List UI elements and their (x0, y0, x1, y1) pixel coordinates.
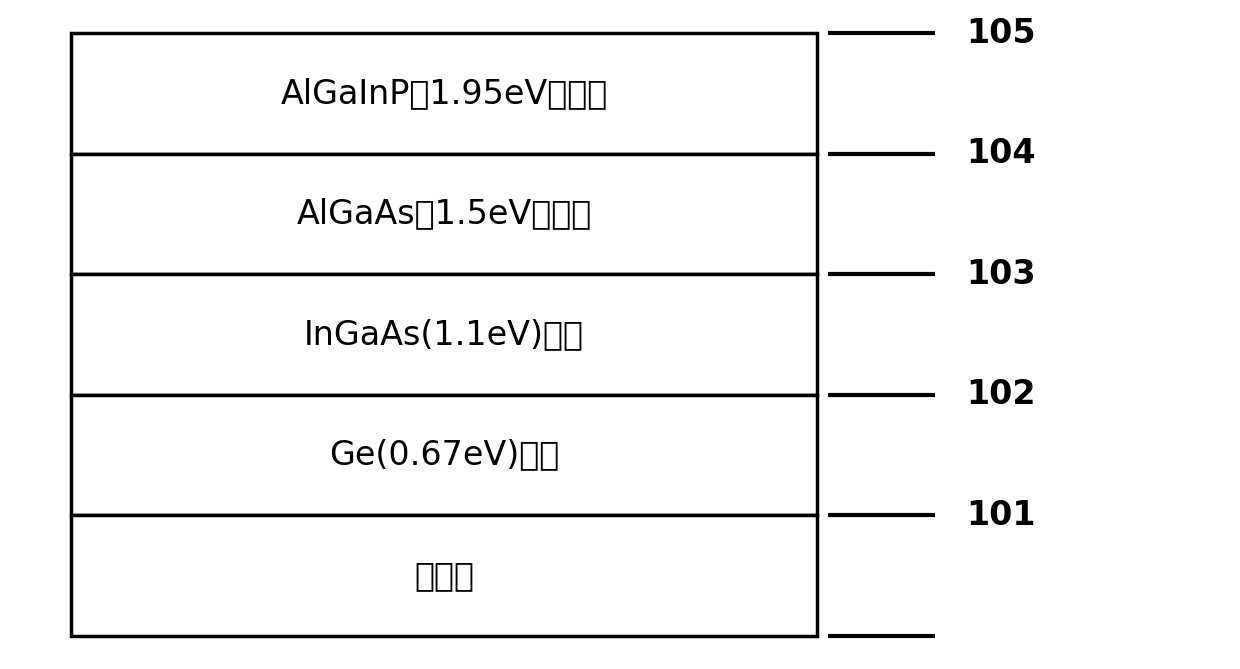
Text: AlGaInP（1.95eV）电池: AlGaInP（1.95eV）电池 (280, 77, 608, 110)
Bar (71, 154, 817, 274)
Text: Ge(0.67eV)电池: Ge(0.67eV)电池 (329, 439, 559, 472)
Text: 锇衔底: 锇衔底 (414, 559, 474, 592)
Bar (71, 274, 817, 395)
Text: 104: 104 (966, 137, 1035, 170)
Bar (71, 33, 817, 154)
Text: 103: 103 (966, 258, 1037, 291)
Text: 105: 105 (966, 17, 1037, 50)
Text: AlGaAs（1.5eV）电池: AlGaAs（1.5eV）电池 (296, 197, 591, 230)
Text: 102: 102 (966, 378, 1035, 411)
Bar (71, 395, 817, 515)
Text: InGaAs(1.1eV)电池: InGaAs(1.1eV)电池 (304, 318, 584, 351)
Text: 101: 101 (966, 499, 1035, 532)
Bar (71, 515, 817, 636)
